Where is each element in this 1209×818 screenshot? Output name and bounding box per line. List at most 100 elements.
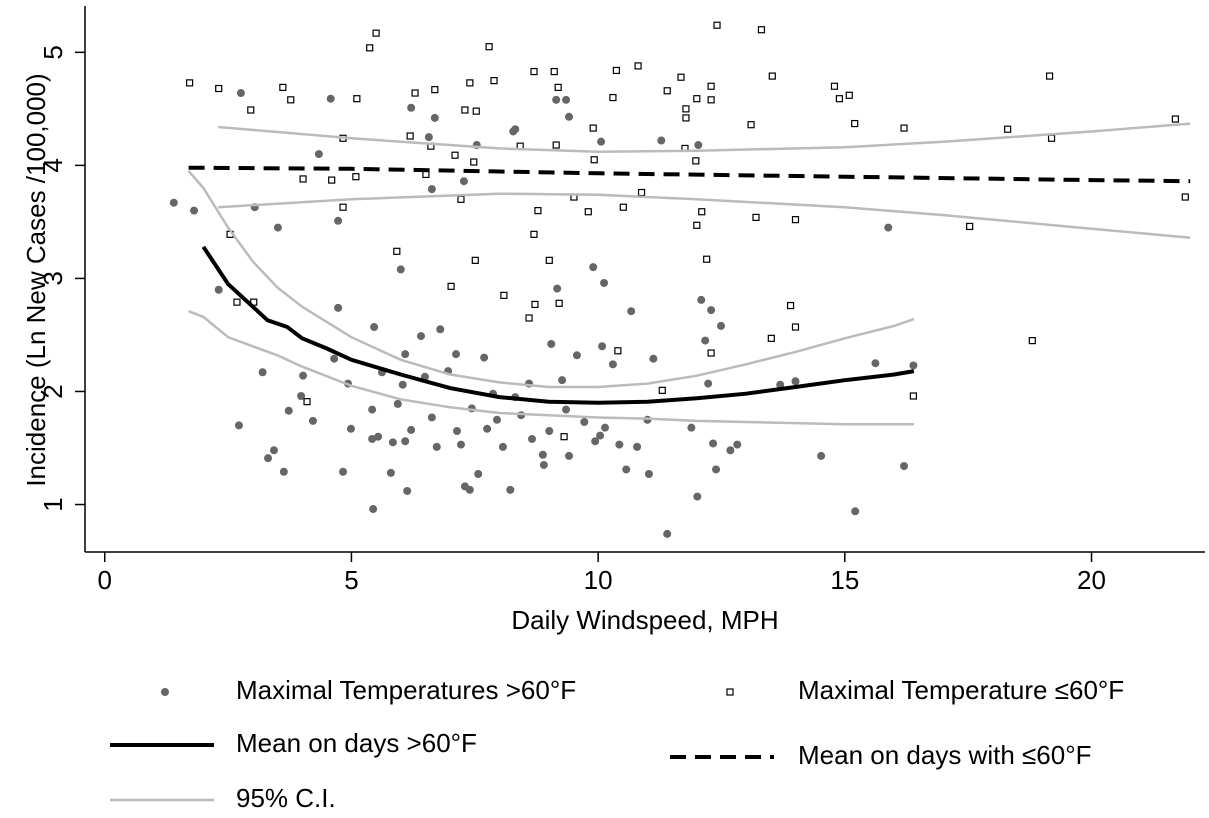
scatter-point (637, 188, 646, 197)
scatter-point (565, 451, 574, 460)
scatter-point (704, 379, 713, 388)
scatter-point (430, 113, 439, 122)
legend-label: 95% C.I. (236, 783, 336, 813)
scatter-point (279, 83, 287, 91)
scatter-point (909, 361, 918, 370)
scatter-point (835, 95, 843, 103)
scatter-point (776, 380, 785, 389)
scatter-point (214, 285, 223, 294)
scatter-point (900, 124, 908, 132)
scatter-point (845, 91, 853, 99)
scatter-point (456, 440, 465, 449)
scatter-point (466, 79, 474, 87)
scatter-point (707, 82, 715, 90)
scatter-point (615, 440, 624, 449)
scatter-point (407, 425, 416, 434)
scatter-point (677, 73, 685, 81)
scatter-point (370, 323, 379, 332)
scatter-point (692, 157, 700, 165)
y-axis-label: Incidence (Ln New Cases /100,000) (21, 73, 51, 486)
scatter-point (452, 350, 461, 359)
scatter-point (791, 216, 800, 224)
scatter-point (459, 177, 468, 186)
scatter-point (388, 438, 397, 447)
scatter-point (431, 86, 439, 94)
scatter-point (314, 150, 323, 159)
scatter-point (1171, 115, 1179, 123)
line (187, 170, 915, 389)
scatter-point (693, 221, 701, 229)
scatter-point (682, 114, 690, 122)
scatter-point (474, 470, 483, 478)
legend-marker (161, 688, 169, 696)
y-tick-label: 5 (38, 45, 68, 59)
scatter-point (747, 121, 755, 129)
scatter-point (550, 67, 558, 76)
scatter-point (398, 380, 407, 389)
x-tick-label: 20 (1077, 565, 1106, 595)
scatter-point (707, 349, 715, 357)
scatter-point (1047, 134, 1056, 142)
scatter-point (698, 208, 706, 216)
scatter-point (396, 265, 405, 274)
scatter-point (598, 342, 607, 351)
scatter-point (552, 141, 560, 149)
scatter-point (757, 26, 766, 34)
scatter-point (693, 492, 702, 501)
scatter-point (608, 360, 617, 369)
scatter-point (453, 427, 462, 436)
legend-marker (726, 688, 734, 696)
scatter-point (707, 306, 716, 315)
scatter-point (346, 424, 355, 433)
scatter-point (511, 125, 520, 134)
y-tick-label: 2 (38, 384, 68, 398)
scatter-point (258, 368, 267, 377)
scatter-point (480, 353, 489, 362)
scatter-point (687, 423, 696, 432)
scatter-point (701, 336, 710, 345)
scatter-point (694, 141, 703, 150)
scatter-point (703, 255, 711, 263)
scatter-point (483, 424, 492, 433)
line (201, 245, 915, 405)
scatter-point (553, 284, 562, 293)
scatter-point (768, 72, 776, 80)
scatter-point (490, 77, 498, 85)
scatter-point (417, 332, 425, 341)
scatter-point (406, 132, 414, 140)
y-tick-label: 3 (38, 271, 68, 285)
scatter-point (492, 415, 501, 424)
scatter-point (545, 427, 554, 436)
scatter-point (622, 465, 631, 474)
scatter-point (590, 156, 598, 164)
scatter-point (733, 440, 742, 449)
scatter-point (334, 216, 343, 225)
scatter-point (589, 124, 597, 132)
scatter-point (432, 442, 441, 451)
scatter-point (534, 207, 542, 215)
scatter-point (485, 43, 493, 51)
scatter-point (353, 95, 361, 103)
scatter-point (169, 198, 178, 207)
scatter-point (538, 450, 547, 459)
scatter-point (386, 468, 395, 477)
scatter-point (299, 371, 308, 380)
scatter-point (236, 89, 245, 98)
scatter-point (334, 303, 343, 312)
scatter-point (498, 442, 507, 451)
scatter-point (600, 278, 609, 287)
scatter-point (562, 95, 571, 104)
scatter-point (506, 485, 515, 494)
scatter-point (403, 486, 412, 495)
scatter-point (287, 96, 295, 104)
scatter-point (558, 376, 567, 385)
scatter-point (900, 462, 909, 471)
scatter-point (530, 67, 538, 76)
scatter-point (554, 83, 562, 91)
scatter-point (269, 446, 278, 455)
scatter-point (368, 405, 377, 414)
scatter-point (352, 173, 360, 181)
scatter-point (185, 79, 194, 87)
legend-label: Mean on days with ≤60°F (798, 740, 1091, 770)
